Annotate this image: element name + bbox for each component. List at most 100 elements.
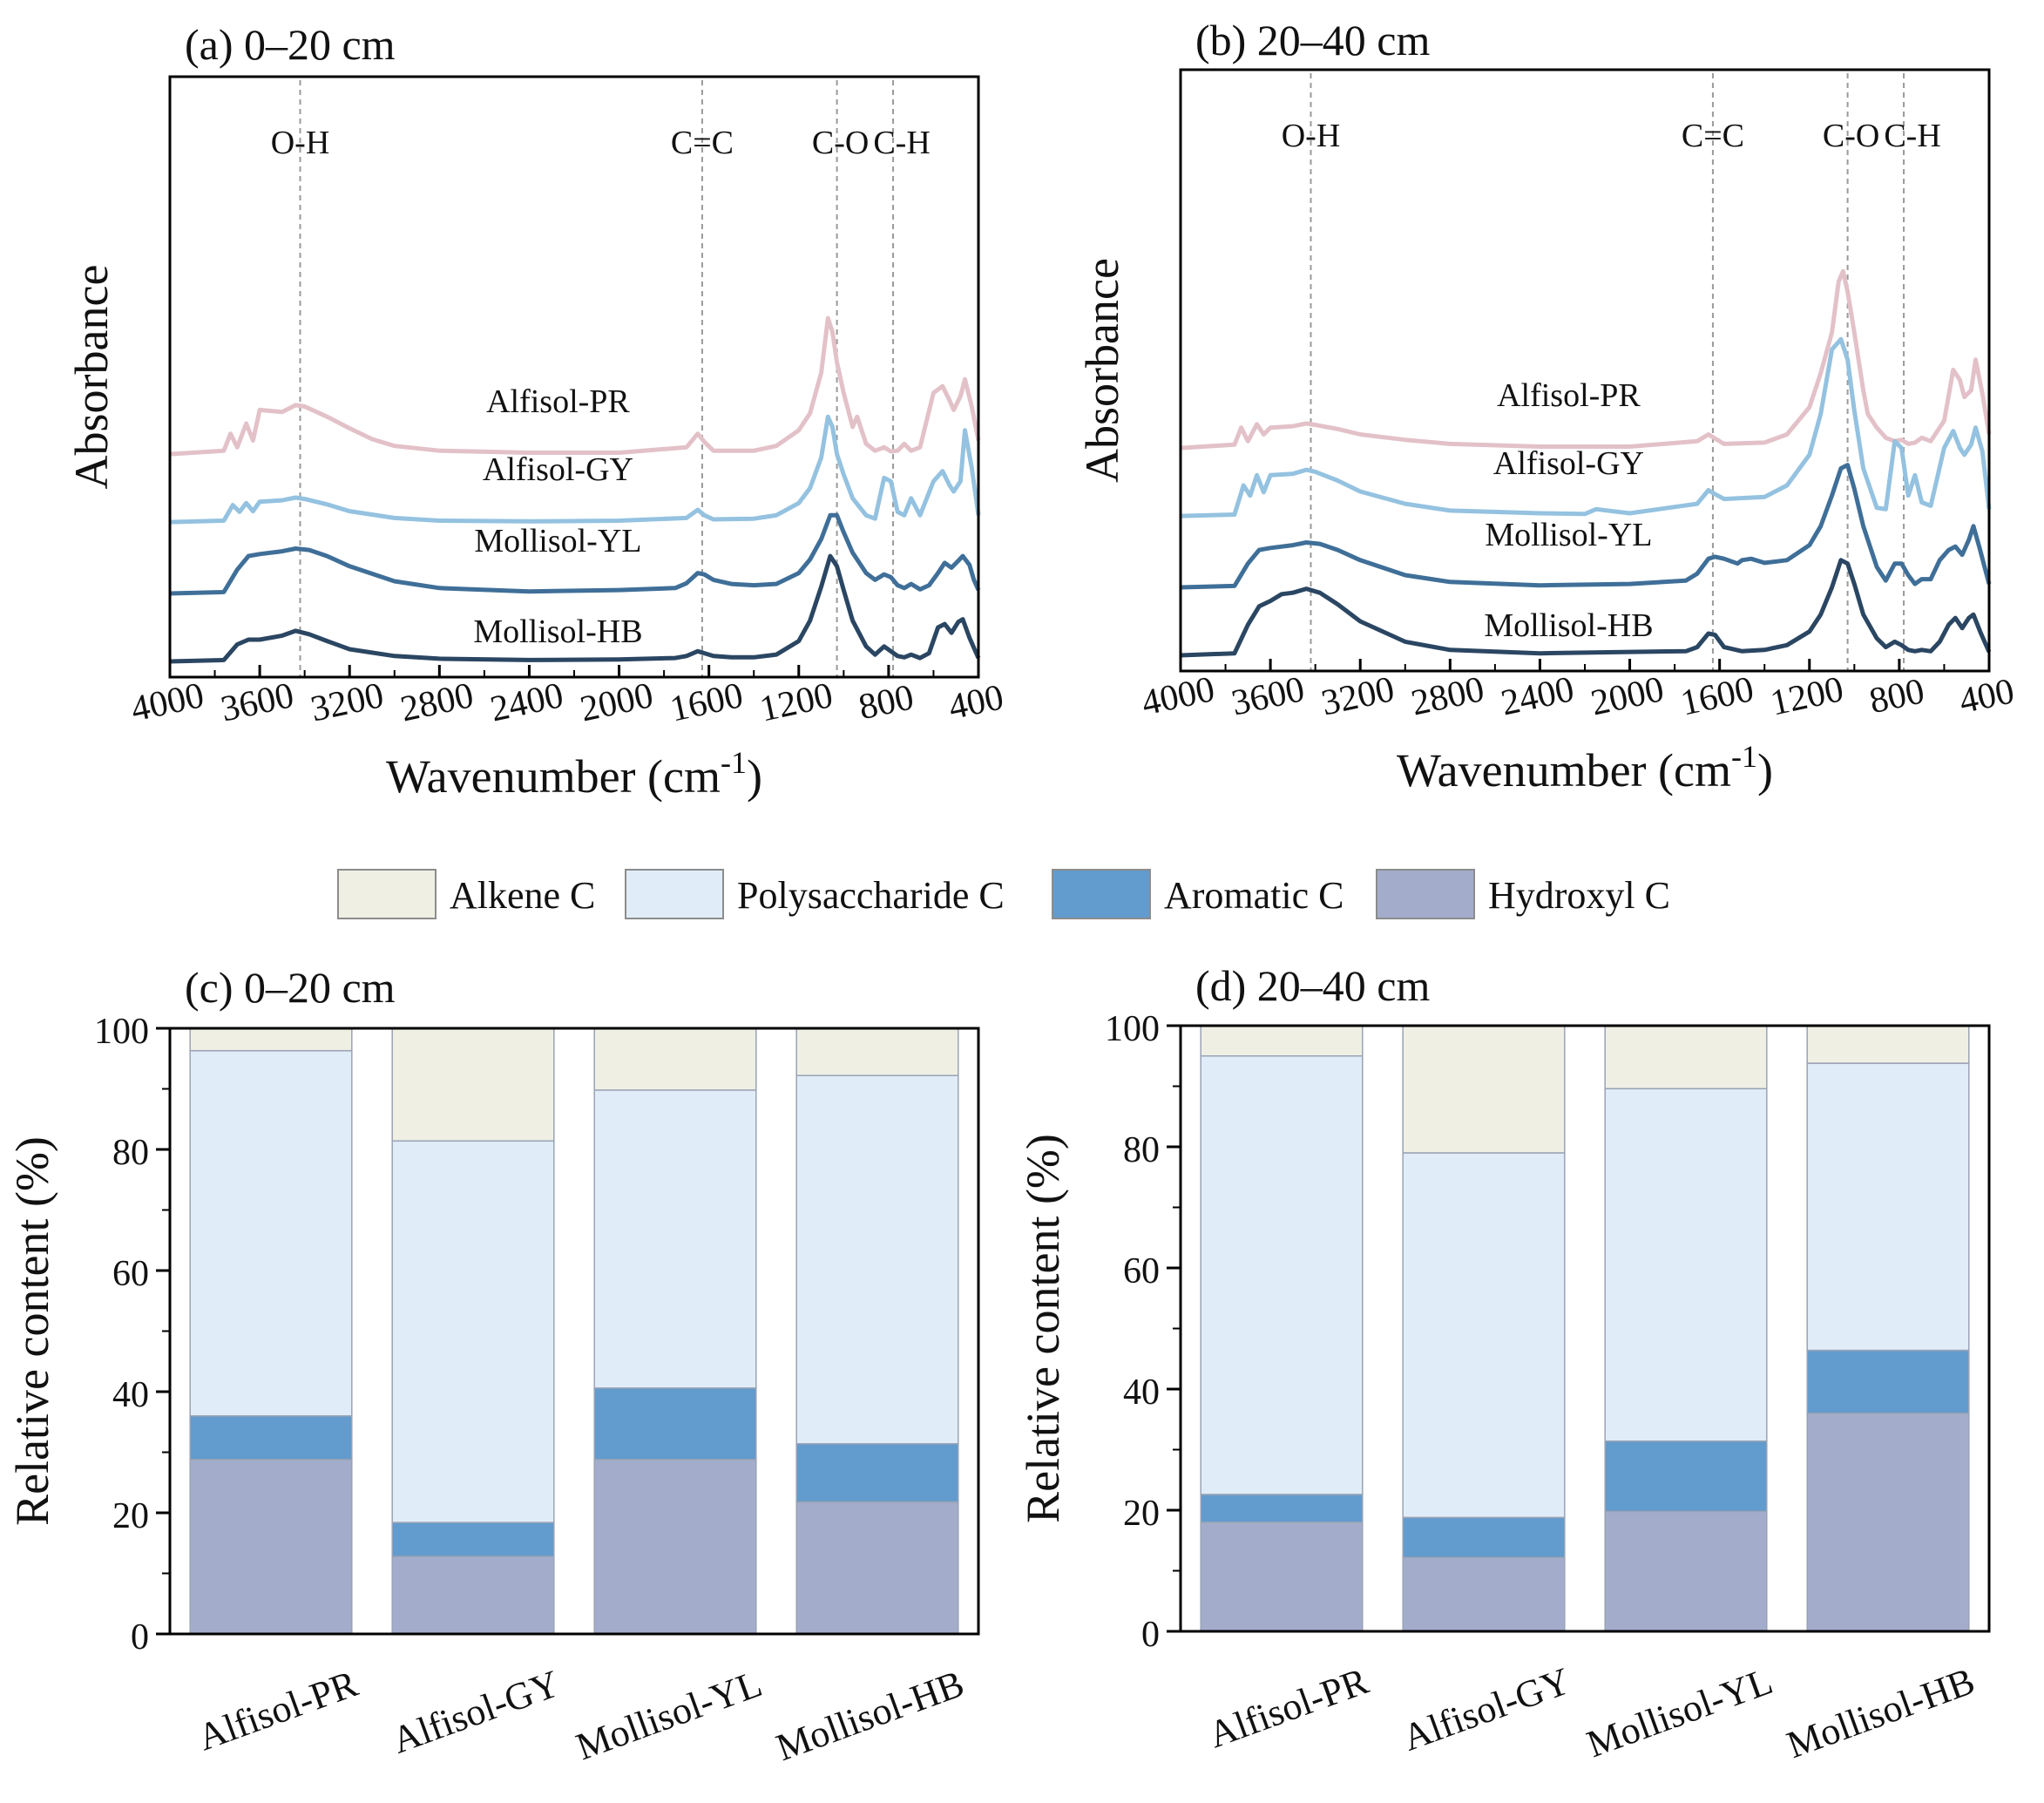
- x-tick-label: 3600: [1228, 669, 1309, 723]
- category-label: Alfisol-PR: [193, 1662, 364, 1759]
- x-tick-label: 4000: [127, 675, 207, 729]
- bar-segment-alkene-c: [795, 1027, 959, 1076]
- x-tick-label: 400: [945, 677, 1007, 728]
- bar-segment-aromatic-c: [593, 1387, 757, 1461]
- category-label: Alfisol-GY: [1398, 1659, 1576, 1759]
- bar-segment-alkene-c: [1402, 1025, 1566, 1154]
- panel-title: (b) 20–40 cm: [1195, 16, 1430, 64]
- bar-segment-hydroxyl-c: [593, 1459, 757, 1635]
- x-tick-label: 4000: [1138, 669, 1218, 723]
- plot-frame: [1179, 68, 1991, 673]
- bar-segment-hydroxyl-c: [1200, 1522, 1364, 1632]
- x-axis-title-superscript: -1: [1731, 739, 1757, 774]
- y-tick-label: 0: [131, 1617, 149, 1657]
- bar-segment-hydroxyl-c: [1604, 1510, 1768, 1632]
- panel-title: (a) 0–20 cm: [185, 20, 396, 69]
- y-tick-label: 20: [1123, 1494, 1160, 1534]
- bar-segment-hydroxyl-c: [1402, 1556, 1566, 1632]
- series-label: Alfisol-GY: [483, 451, 633, 488]
- x-tick-label: 1600: [1677, 669, 1757, 723]
- x-tick-label: 3200: [308, 675, 388, 729]
- spectrum-line-alfisol-gy: [1180, 336, 1992, 519]
- legend-label: Alkene C: [450, 874, 595, 917]
- series-label: Mollisol-HB: [1484, 607, 1653, 644]
- x-tick-label: 800: [1866, 671, 1928, 722]
- bar-segment-polysaccharide-c: [189, 1049, 353, 1417]
- category-label: Mollisol-YL: [1581, 1659, 1778, 1766]
- bar-segment-aromatic-c: [391, 1522, 555, 1557]
- legend-label: Polysaccharide C: [737, 874, 1005, 917]
- bar-segment-aromatic-c: [1806, 1349, 1970, 1414]
- spectrum-line-mollisol-hb: [1180, 558, 1992, 658]
- x-tick-label: 3200: [1318, 669, 1398, 723]
- bar-segment-aromatic-c: [1604, 1440, 1768, 1513]
- series-label: Alfisol-PR: [486, 383, 630, 420]
- bar-segment-polysaccharide-c: [795, 1074, 959, 1445]
- bar-segment-hydroxyl-c: [795, 1501, 959, 1635]
- x-axis-title-main: Wavenumber (cm: [1397, 744, 1731, 796]
- bar-segment-polysaccharide-c: [391, 1140, 555, 1523]
- x-tick-label: 3600: [218, 675, 298, 729]
- spectrum-line-mollisol-yl: [169, 512, 981, 596]
- category-label: Alfisol-PR: [1203, 1659, 1375, 1756]
- bar-segment-alkene-c: [1200, 1025, 1364, 1057]
- band-label: C-H: [873, 125, 930, 161]
- bar-segment-polysaccharide-c: [1806, 1062, 1970, 1352]
- bar-segment-hydroxyl-c: [391, 1556, 555, 1635]
- bar-segment-polysaccharide-c: [593, 1089, 757, 1389]
- bar-segment-alkene-c: [593, 1027, 757, 1091]
- band-label: C-O: [812, 125, 869, 161]
- spectrum-panel-a: (a) 0–20 cm O-H C=C C-O C-H Alfisol-PR Alfisol…: [65, 20, 1007, 803]
- bar-panel-d: (d) 20–40 cm Alfisol-PR Alfisol-GY Mollisol…: [1017, 961, 1991, 1766]
- legend-swatch-hydroxyl-c: [1376, 869, 1475, 919]
- x-tick-label: 2400: [1498, 669, 1578, 723]
- bar-segment-aromatic-c: [1402, 1516, 1566, 1558]
- spectrum-line-alfisol-pr: [1180, 268, 1992, 451]
- legend: Alkene C Polysaccharide C Aromatic C Hydrox…: [337, 869, 1670, 919]
- x-axis-title: Wavenumber (cm-1): [386, 745, 762, 803]
- legend-swatch-aromatic-c: [1052, 869, 1151, 919]
- series-label: Alfisol-GY: [1493, 445, 1644, 482]
- bar-segment-aromatic-c: [189, 1415, 353, 1461]
- y-tick-label: 40: [112, 1375, 149, 1415]
- y-tick-label: 60: [112, 1254, 149, 1294]
- x-tick-label: 2000: [577, 675, 657, 729]
- category-label: Alfisol-GY: [387, 1662, 565, 1762]
- panel-title: (d) 20–40 cm: [1195, 961, 1430, 1010]
- x-tick-label: 2400: [487, 675, 567, 729]
- spectrum-line-alfisol-pr: [169, 315, 981, 457]
- x-axis-title-close: ): [1757, 744, 1773, 796]
- y-tick-label: 40: [1123, 1373, 1160, 1413]
- x-tick-label: 1600: [667, 675, 747, 729]
- series-label: Mollisol-YL: [1485, 517, 1652, 553]
- legend-label: Aromatic C: [1164, 874, 1344, 917]
- spectrum-panel-b: (b) 20–40 cm O-H C=C C-O C-H Alfisol-PR Alfiso…: [1076, 16, 2018, 796]
- bar-segment-hydroxyl-c: [189, 1459, 353, 1635]
- bar-segment-polysaccharide-c: [1200, 1055, 1364, 1495]
- x-tick-label: 2800: [397, 675, 477, 729]
- bar-segment-aromatic-c: [795, 1443, 959, 1503]
- plot-frame: [168, 75, 980, 679]
- legend-swatch-polysaccharide-c: [625, 869, 724, 919]
- x-axis-title-superscript: -1: [721, 745, 747, 780]
- x-tick-label: 1200: [1767, 669, 1847, 723]
- bar-segment-alkene-c: [1604, 1025, 1768, 1090]
- band-label: O-H: [1282, 118, 1341, 154]
- band-label: C=C: [1682, 118, 1744, 154]
- series-label: Mollisol-YL: [474, 523, 641, 559]
- y-axis-title: Absorbance: [1076, 258, 1128, 483]
- bar-segment-aromatic-c: [1200, 1494, 1364, 1523]
- y-axis-title: Relative content (%): [6, 1136, 58, 1526]
- x-axis-title-close: ): [747, 750, 762, 803]
- legend-swatch-alkene-c: [337, 869, 437, 919]
- bar-segment-hydroxyl-c: [1806, 1413, 1970, 1632]
- band-label: C-O: [1823, 118, 1879, 154]
- spectrum-line-mollisol-yl: [1180, 463, 1992, 590]
- y-tick-label: 100: [1105, 1009, 1160, 1049]
- y-tick-label: 80: [1123, 1130, 1160, 1170]
- category-label: Mollisol-YL: [571, 1662, 768, 1768]
- legend-label: Hydroxyl C: [1488, 874, 1670, 917]
- bar-segment-polysaccharide-c: [1402, 1152, 1566, 1519]
